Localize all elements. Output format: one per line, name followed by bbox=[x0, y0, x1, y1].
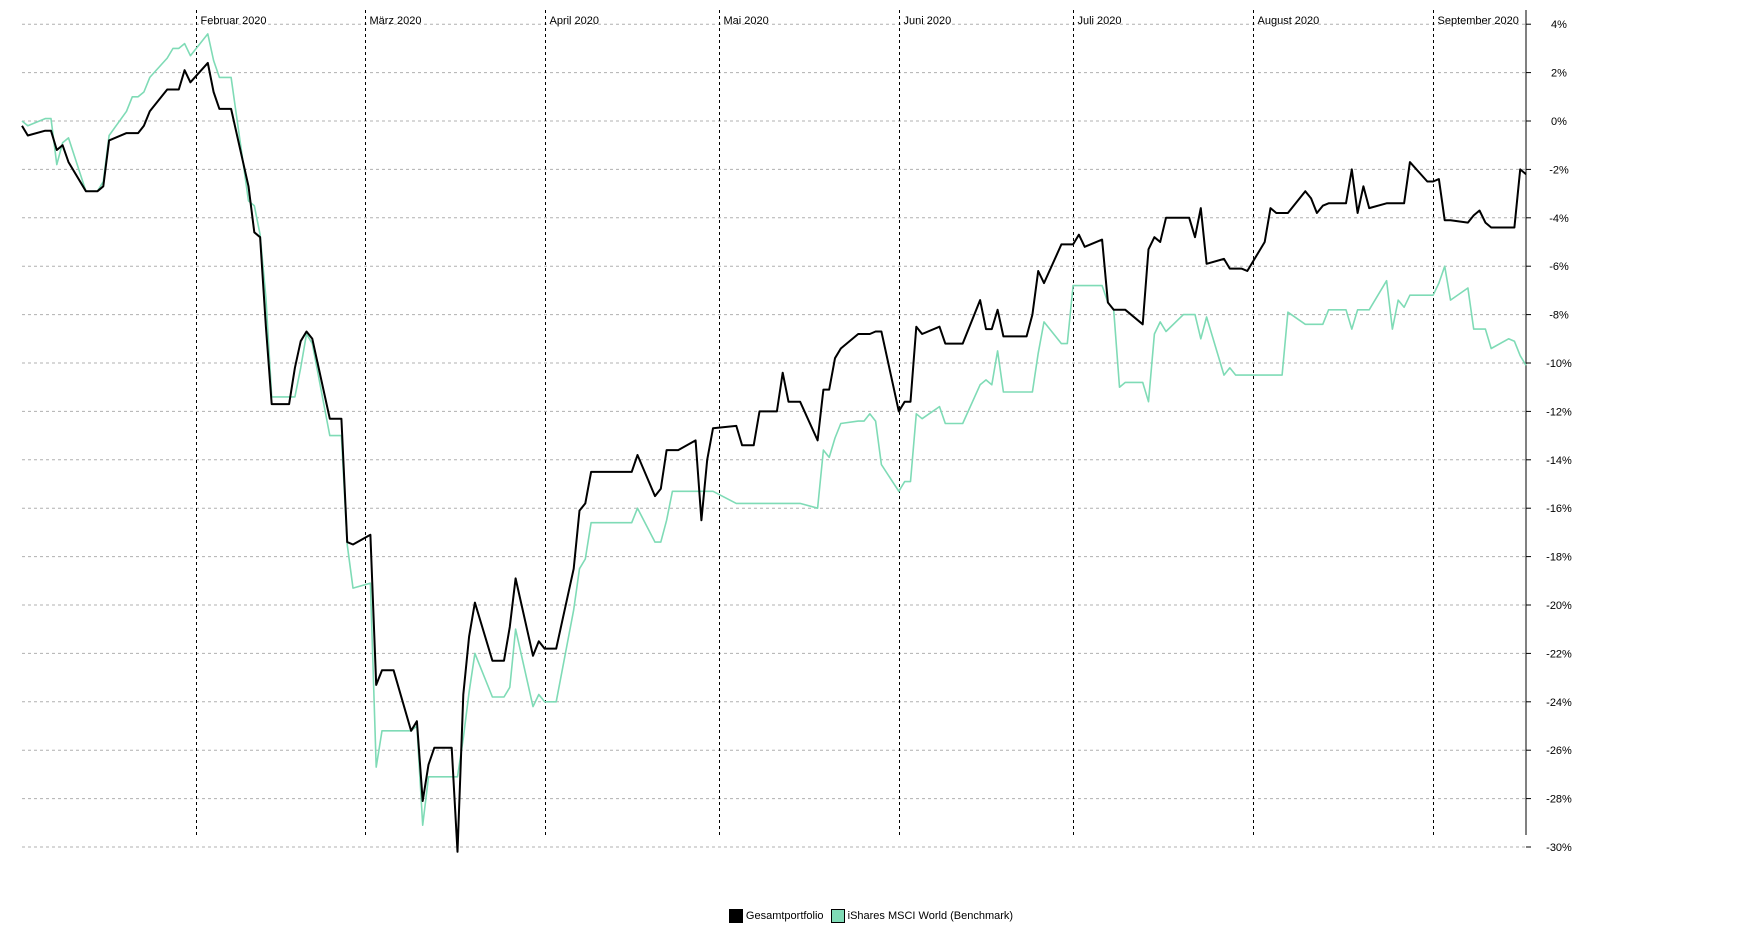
y-tick-label: -10% bbox=[1546, 358, 1572, 370]
y-tick-label: 0% bbox=[1551, 116, 1567, 128]
month-label: Juli 2020 bbox=[1078, 15, 1122, 27]
y-tick-label: -8% bbox=[1549, 310, 1569, 322]
month-label: September 2020 bbox=[1438, 15, 1519, 27]
y-tick-label: 4% bbox=[1551, 19, 1567, 31]
y-tick-label: 2% bbox=[1551, 68, 1567, 80]
month-label: Juni 2020 bbox=[904, 15, 952, 27]
series-line-portfolio bbox=[21, 61, 1527, 853]
legend-label-benchmark: iShares MSCI World (Benchmark) bbox=[847, 910, 1014, 922]
legend-label-portfolio: Gesamtportfolio bbox=[745, 910, 824, 922]
y-tick-label: -22% bbox=[1546, 648, 1572, 660]
y-tick-label: -16% bbox=[1546, 503, 1572, 515]
y-tick-label: -24% bbox=[1546, 697, 1572, 709]
legend-item-benchmark[interactable]: iShares MSCI World (Benchmark) bbox=[830, 909, 1014, 923]
y-tick-label: -6% bbox=[1549, 261, 1569, 273]
legend-item-portfolio[interactable]: Gesamtportfolio bbox=[728, 909, 824, 923]
y-tick-label: -18% bbox=[1546, 552, 1572, 564]
y-tick-label: -28% bbox=[1546, 794, 1572, 806]
legend-swatch-portfolio bbox=[728, 909, 743, 923]
y-tick-label: -12% bbox=[1546, 406, 1572, 418]
y-tick-label: -4% bbox=[1549, 213, 1569, 225]
y-tick-label: -26% bbox=[1546, 745, 1572, 757]
legend: Gesamtportfolio iShares MSCI World (Benc… bbox=[0, 909, 1742, 926]
month-label: März 2020 bbox=[370, 15, 422, 27]
y-tick-label: -2% bbox=[1549, 164, 1569, 176]
y-tick-label: -20% bbox=[1546, 600, 1572, 612]
month-label: August 2020 bbox=[1258, 15, 1320, 27]
legend-swatch-benchmark bbox=[830, 909, 845, 923]
month-label: April 2020 bbox=[550, 15, 600, 27]
y-tick-label: -30% bbox=[1546, 842, 1572, 854]
month-label: Februar 2020 bbox=[201, 15, 267, 27]
series-line-benchmark bbox=[21, 33, 1527, 827]
y-tick-label: -14% bbox=[1546, 455, 1572, 467]
month-label: Mai 2020 bbox=[724, 15, 769, 27]
